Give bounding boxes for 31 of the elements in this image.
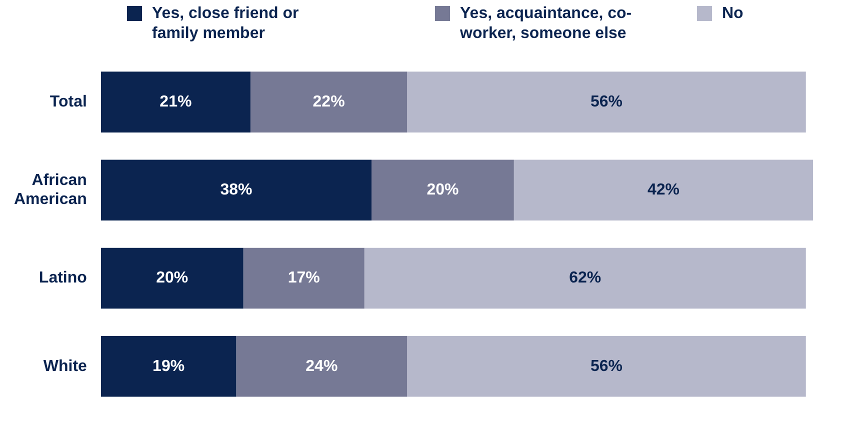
bar xyxy=(514,160,813,221)
bar xyxy=(407,72,806,132)
data-label: 17% xyxy=(288,270,320,287)
bar xyxy=(372,160,514,221)
y-tick-label: African American xyxy=(14,172,87,208)
data-label: 21% xyxy=(160,93,192,110)
bar xyxy=(100,160,372,221)
bar xyxy=(407,336,806,397)
data-label: 62% xyxy=(569,270,602,287)
legend-label: Yes, close friend or family member xyxy=(152,4,300,44)
legend-label: Yes, acquaintance, co-worker, someone else xyxy=(460,4,633,44)
y-tick-label: White xyxy=(43,358,88,375)
data-label: 42% xyxy=(647,182,680,199)
data-label: 20% xyxy=(426,182,459,199)
data-label: 22% xyxy=(312,93,345,110)
bar xyxy=(100,248,244,309)
bar xyxy=(100,336,236,397)
data-label: 19% xyxy=(152,358,185,375)
bar xyxy=(250,72,408,132)
data-label: 56% xyxy=(590,358,623,375)
bar xyxy=(243,248,364,309)
bar xyxy=(364,248,806,309)
y-tick-label: Total xyxy=(50,93,87,110)
data-label: 56% xyxy=(590,93,623,110)
y-tick-label: Latino xyxy=(38,270,88,287)
data-label: 38% xyxy=(220,182,252,199)
data-label: 20% xyxy=(156,270,188,287)
bar xyxy=(100,72,250,132)
legend-label: No xyxy=(722,4,744,24)
bar xyxy=(236,336,408,397)
data-label: 24% xyxy=(306,358,338,375)
